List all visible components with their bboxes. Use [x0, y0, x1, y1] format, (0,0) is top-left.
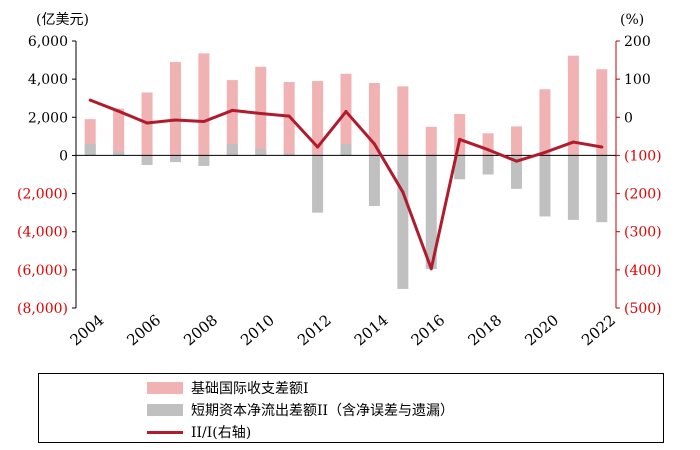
- bar-basic-balance-2021: [567, 55, 579, 156]
- line-ratio-point-2019: [515, 159, 519, 163]
- bar-short-term-capital-2014: [368, 155, 380, 206]
- line-ratio-point-2018: [486, 148, 490, 152]
- plot-area: 6,000 4,000 2,000 0 (2,000) (4,000) (6,000) (8,…: [17, 12, 662, 349]
- line-ratio-point-2012: [316, 145, 320, 149]
- bar-short-term-capital-2012: [312, 155, 324, 213]
- bar-basic-balance-2014: [368, 82, 380, 156]
- left-tick-label: 6,000: [28, 34, 68, 50]
- line-ratio-point-2013: [344, 110, 348, 114]
- line-ratio-point-2008: [202, 119, 206, 123]
- legend-swatch-ratio: [147, 430, 183, 434]
- x-tick-label: 2010: [237, 311, 278, 349]
- right-tick-label: (200): [624, 187, 662, 203]
- bar-short-term-capital-2021: [567, 155, 579, 220]
- bar-basic-balance-2018: [482, 133, 494, 156]
- line-ratio-point-2021: [571, 140, 575, 144]
- x-tick-label: 2016: [408, 311, 449, 349]
- line-ratio-point-2005: [117, 109, 121, 113]
- bar-basic-balance-2009: [226, 80, 238, 156]
- bar-basic-balance-2020: [539, 89, 551, 156]
- right-tick-label: 100: [624, 72, 651, 88]
- legend-item-ratio: II/I(右轴): [147, 422, 251, 442]
- bar-basic-balance-2011: [283, 82, 295, 156]
- legend-label-ratio: II/I(右轴): [191, 425, 252, 441]
- left-tick-label: (8,000): [17, 301, 68, 317]
- bar-short-term-capital-2018: [482, 155, 494, 175]
- legend-item-basic-balance: 基础国际收支差额I: [147, 378, 309, 398]
- left-tick-label: (6,000): [17, 263, 68, 279]
- x-tick-label: 2004: [67, 311, 108, 349]
- legend: 基础国际收支差额I 短期资本净流出差额II（含净误差与遗漏） II/I(右轴): [38, 373, 664, 443]
- bar-basic-balance-2007: [169, 61, 181, 156]
- bar-short-term-capital-2016: [425, 155, 437, 269]
- x-tick-label: 2008: [180, 311, 221, 349]
- x-tick-label: 2022: [578, 311, 619, 349]
- bar-short-term-capital-2015: [397, 155, 409, 289]
- left-tick-label: 2,000: [28, 110, 68, 126]
- bar-short-term-capital-2005: [113, 151, 125, 156]
- right-tick-label: (300): [624, 225, 662, 241]
- line-ratio-point-2007: [173, 118, 177, 122]
- bar-basic-balance-2016: [425, 126, 437, 156]
- line-ratio-point-2011: [287, 114, 291, 118]
- legend-swatch-short-term-capital: [147, 404, 183, 416]
- right-unit-label: (%): [620, 12, 644, 28]
- line-ratio-point-2022: [600, 145, 604, 149]
- line-ratio-point-2020: [543, 150, 547, 154]
- bar-basic-balance-2017: [454, 114, 466, 156]
- bar-short-term-capital-2008: [198, 155, 210, 166]
- right-tick-label: 0: [624, 110, 633, 126]
- x-tick-label: 2012: [294, 311, 335, 349]
- right-tick-label: (400): [624, 263, 662, 279]
- bar-short-term-capital-2006: [141, 155, 153, 165]
- left-tick-label: 4,000: [28, 72, 68, 88]
- right-tick-label: 200: [624, 34, 651, 50]
- bar-short-term-capital-2009: [226, 143, 238, 156]
- bar-short-term-capital-2022: [596, 155, 608, 223]
- bar-basic-balance-2004: [84, 119, 96, 156]
- x-tick-label: 2014: [351, 311, 392, 349]
- bar-basic-balance-2010: [255, 66, 267, 156]
- right-tick-label: (500): [624, 301, 662, 317]
- bar-short-term-capital-2019: [511, 155, 523, 189]
- bar-basic-balance-2008: [198, 53, 210, 156]
- x-tick-label: 2006: [123, 311, 164, 349]
- bar-short-term-capital-2011: [283, 153, 295, 156]
- bar-basic-balance-2015: [397, 86, 409, 156]
- legend-item-short-term-capital: 短期资本净流出差额II（含净误差与遗漏）: [147, 400, 454, 420]
- bar-short-term-capital-2010: [255, 148, 267, 156]
- left-unit-label: (亿美元): [36, 12, 89, 28]
- right-tick-label: (100): [624, 148, 662, 164]
- line-ratio-point-2015: [401, 190, 405, 194]
- bar-basic-balance-2019: [511, 126, 523, 156]
- line-ratio-point-2017: [458, 137, 462, 141]
- bar-basic-balance-2022: [596, 69, 608, 156]
- line-ratio-point-2009: [230, 108, 234, 112]
- x-tick-label: 2018: [464, 311, 505, 349]
- line-ratio-point-2006: [145, 121, 149, 125]
- bar-short-term-capital-2007: [169, 155, 181, 163]
- legend-swatch-basic-balance: [147, 382, 183, 394]
- bar-short-term-capital-2017: [454, 155, 466, 180]
- left-tick-label: (2,000): [17, 187, 68, 203]
- line-ratio-point-2014: [372, 142, 376, 146]
- legend-label-short-term-capital: 短期资本净流出差额II（含净误差与遗漏）: [191, 403, 455, 419]
- line-ratio-point-2010: [259, 111, 263, 115]
- bar-basic-balance-2013: [340, 73, 352, 156]
- line-ratio-point-2016: [429, 267, 433, 271]
- bar-short-term-capital-2004: [84, 143, 96, 156]
- left-tick-label: (4,000): [17, 225, 68, 241]
- bar-short-term-capital-2020: [539, 155, 551, 217]
- left-tick-label: 0: [59, 148, 68, 164]
- legend-label-basic-balance: 基础国际收支差额I: [191, 381, 309, 397]
- line-ratio-point-2004: [88, 98, 92, 102]
- bar-basic-balance-2012: [312, 81, 324, 156]
- bar-short-term-capital-2013: [340, 143, 352, 156]
- x-tick-label: 2020: [521, 311, 562, 349]
- bar-basic-balance-2005: [113, 108, 125, 156]
